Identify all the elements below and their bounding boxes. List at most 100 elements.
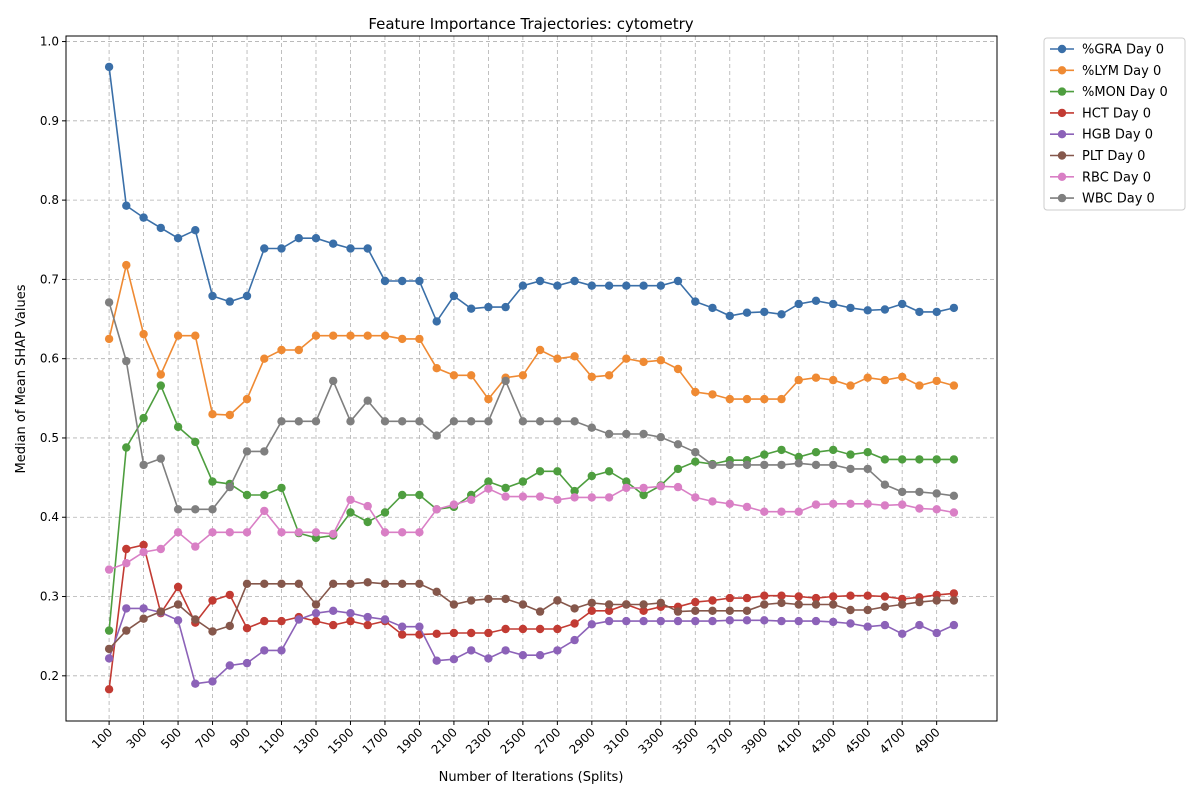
data-point-lym-day-0 [846, 381, 855, 390]
data-point-hgb-day-0 [656, 616, 665, 626]
data-point-mon-day-0 [139, 413, 148, 423]
data-point-hgb-day-0 [742, 616, 752, 625]
data-point-hct-day-0 [432, 629, 441, 638]
data-point-wbc-day-0 [829, 460, 838, 470]
data-point-hct-day-0 [691, 597, 700, 607]
data-point-rbc-day-0 [656, 482, 665, 491]
data-point-gra-day-0 [587, 281, 596, 290]
data-point-rbc-day-0 [587, 493, 596, 502]
data-point-wbc-day-0 [363, 396, 372, 405]
data-point-plt-day-0 [104, 644, 114, 654]
data-point-gra-day-0 [829, 299, 838, 309]
data-point-wbc-day-0 [104, 298, 114, 307]
data-point-rbc-day-0 [794, 507, 803, 516]
data-point-lym-day-0 [794, 375, 803, 385]
data-point-gra-day-0 [742, 308, 752, 317]
series-plt-day-0 [104, 578, 959, 654]
data-point-wbc-day-0 [915, 487, 924, 497]
data-point-gra-day-0 [191, 226, 200, 235]
data-point-plt-day-0 [811, 600, 821, 609]
data-point-mon-day-0 [863, 448, 872, 457]
data-point-rbc-day-0 [277, 528, 286, 537]
data-point-hgb-day-0 [208, 677, 217, 686]
data-point-wbc-day-0 [811, 460, 821, 470]
data-point-wbc-day-0 [691, 448, 700, 457]
data-point-hct-day-0 [535, 624, 545, 634]
data-point-rbc-day-0 [829, 499, 838, 508]
data-point-lym-day-0 [639, 357, 648, 367]
data-point-lym-day-0 [742, 394, 752, 404]
data-point-rbc-day-0 [294, 528, 303, 537]
data-point-hct-day-0 [208, 596, 217, 605]
legend-label: HCT Day 0 [1082, 106, 1151, 121]
data-point-wbc-day-0 [656, 433, 665, 442]
data-point-lym-day-0 [915, 381, 924, 390]
data-point-lym-day-0 [346, 331, 355, 340]
data-point-plt-day-0 [467, 596, 476, 605]
data-point-rbc-day-0 [553, 495, 562, 504]
data-point-rbc-day-0 [122, 559, 131, 568]
data-point-lym-day-0 [949, 381, 959, 390]
data-point-hct-day-0 [829, 592, 838, 601]
data-point-plt-day-0 [587, 598, 596, 608]
data-point-wbc-day-0 [949, 491, 959, 500]
data-point-wbc-day-0 [329, 376, 338, 386]
data-point-rbc-day-0 [639, 483, 648, 493]
data-point-wbc-day-0 [484, 417, 493, 426]
data-point-plt-day-0 [329, 579, 338, 588]
y-tick-label: 0.2 [40, 669, 59, 683]
x-axis-label: Number of Iterations (Splits) [439, 770, 624, 785]
data-point-hgb-day-0 [915, 620, 924, 630]
data-point-rbc-day-0 [156, 544, 165, 554]
legend-item-wbc-day-0: WBC Day 0 [1050, 192, 1155, 207]
data-point-rbc-day-0 [725, 499, 734, 508]
data-point-hgb-day-0 [363, 612, 372, 622]
data-point-lym-day-0 [760, 394, 769, 404]
legend-marker [1057, 193, 1067, 203]
legend-label: %LYM Day 0 [1082, 64, 1161, 79]
data-point-gra-day-0 [363, 244, 372, 253]
data-point-lym-day-0 [863, 373, 872, 382]
data-point-gra-day-0 [398, 276, 407, 286]
data-point-wbc-day-0 [173, 505, 183, 514]
data-point-plt-day-0 [277, 579, 286, 588]
data-point-mon-day-0 [846, 450, 855, 459]
data-point-gra-day-0 [604, 281, 614, 290]
data-point-hgb-day-0 [846, 619, 855, 628]
data-point-gra-day-0 [484, 302, 493, 312]
data-point-mon-day-0 [173, 422, 183, 432]
data-point-rbc-day-0 [260, 506, 269, 516]
data-point-gra-day-0 [415, 276, 424, 286]
data-point-hgb-day-0 [173, 616, 183, 625]
data-point-lym-day-0 [139, 329, 148, 339]
data-point-rbc-day-0 [932, 505, 941, 514]
data-point-hgb-day-0 [949, 620, 959, 630]
data-point-gra-day-0 [518, 281, 528, 290]
data-point-gra-day-0 [725, 311, 734, 321]
data-point-hct-day-0 [587, 606, 596, 615]
data-point-rbc-day-0 [191, 542, 200, 551]
legend-marker [1057, 172, 1067, 181]
data-point-rbc-day-0 [432, 505, 441, 514]
data-point-lym-day-0 [260, 354, 269, 363]
data-point-plt-day-0 [501, 594, 510, 604]
data-point-mon-day-0 [794, 452, 803, 462]
data-point-gra-day-0 [863, 306, 872, 315]
data-point-lym-day-0 [104, 334, 114, 344]
data-point-plt-day-0 [139, 614, 148, 623]
data-point-plt-day-0 [570, 604, 579, 613]
data-point-rbc-day-0 [604, 493, 614, 502]
legend-marker [1057, 44, 1067, 54]
data-point-lym-day-0 [725, 394, 734, 404]
data-point-lym-day-0 [277, 345, 286, 355]
data-point-wbc-day-0 [794, 459, 803, 468]
data-point-lym-day-0 [208, 410, 217, 419]
data-point-plt-day-0 [553, 596, 562, 605]
data-point-mon-day-0 [639, 490, 648, 500]
series-gra-day-0 [104, 62, 959, 326]
data-point-plt-day-0 [898, 600, 907, 609]
data-point-plt-day-0 [949, 596, 959, 605]
data-point-plt-day-0 [156, 607, 165, 616]
data-point-lym-day-0 [398, 334, 407, 344]
data-point-hct-day-0 [639, 606, 648, 615]
